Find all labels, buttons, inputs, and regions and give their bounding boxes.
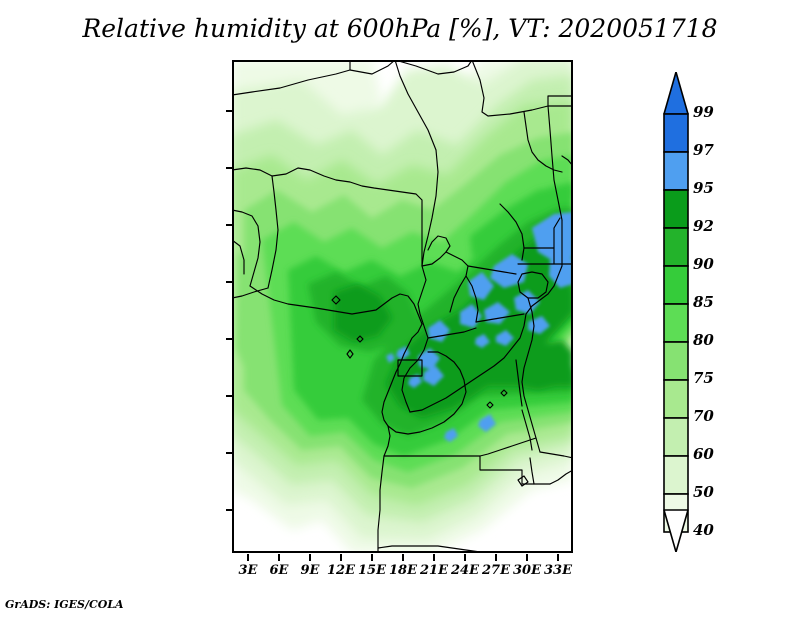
x-tick-30E	[526, 554, 528, 561]
x-axis-label-4: 15E	[358, 563, 386, 578]
x-tick-24E	[464, 554, 466, 561]
y-tick-10S	[226, 452, 233, 454]
x-axis-label-7: 24E	[451, 563, 479, 578]
x-axis-label-0: 3E	[238, 563, 258, 578]
y-tick-15S	[226, 509, 233, 511]
colorbar-tick-60: 60	[693, 445, 714, 463]
colorbar-tick-40: 40	[693, 521, 714, 539]
page-title: Relative humidity at 600hPa [%], VT: 202…	[82, 14, 718, 43]
x-axis-label-3: 12E	[327, 563, 355, 578]
x-axis-label-9: 30E	[513, 563, 541, 578]
y-tick-5N	[226, 281, 233, 283]
x-axis-label-10: 33E	[544, 563, 572, 578]
colorbar-tick-85: 85	[693, 293, 714, 311]
colorbar-tick-50: 50	[693, 483, 714, 501]
colorbar: 99 97 95 92 90 85 80 75 70 60 50 40	[655, 71, 755, 553]
colorbar-swatches	[663, 71, 689, 553]
grads-attribution: GrADS: IGES/COLA	[5, 598, 124, 611]
y-tick-EQ	[226, 338, 233, 340]
x-axis-label-5: 18E	[389, 563, 417, 578]
x-tick-6E	[278, 554, 280, 561]
humidity-field	[232, 60, 573, 553]
x-tick-9E	[309, 554, 311, 561]
x-axis-label-2: 9E	[300, 563, 320, 578]
colorbar-tick-95: 95	[693, 179, 714, 197]
plot-frame	[232, 60, 573, 553]
y-tick-5S	[226, 395, 233, 397]
colorbar-tick-97: 97	[693, 141, 714, 159]
colorbar-tick-99: 99	[693, 103, 714, 121]
colorbar-tick-80: 80	[693, 331, 714, 349]
x-axis-label-1: 6E	[269, 563, 289, 578]
y-tick-10N	[226, 224, 233, 226]
colorbar-tick-70: 70	[693, 407, 714, 425]
x-tick-3E	[247, 554, 249, 561]
y-tick-15N	[226, 167, 233, 169]
x-tick-15E	[371, 554, 373, 561]
colorbar-tick-92: 92	[693, 217, 714, 235]
colorbar-tick-90: 90	[693, 255, 714, 273]
x-tick-18E	[402, 554, 404, 561]
x-tick-21E	[433, 554, 435, 561]
y-tick-20N	[226, 110, 233, 112]
x-tick-27E	[495, 554, 497, 561]
x-tick-12E	[340, 554, 342, 561]
map-plot-area	[232, 60, 573, 553]
x-axis-label-8: 27E	[482, 563, 510, 578]
x-axis-label-6: 21E	[420, 563, 448, 578]
x-tick-33E	[557, 554, 559, 561]
colorbar-tick-75: 75	[693, 369, 714, 387]
